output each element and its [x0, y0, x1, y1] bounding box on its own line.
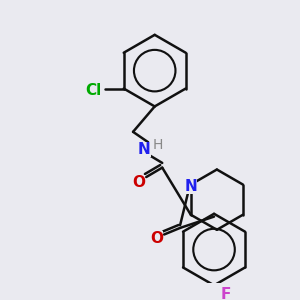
Text: N: N — [184, 178, 197, 194]
Text: O: O — [150, 231, 163, 246]
Text: O: O — [132, 175, 145, 190]
Text: Cl: Cl — [85, 82, 101, 98]
Text: N: N — [138, 142, 151, 157]
Text: H: H — [152, 138, 163, 152]
Text: F: F — [220, 287, 230, 300]
